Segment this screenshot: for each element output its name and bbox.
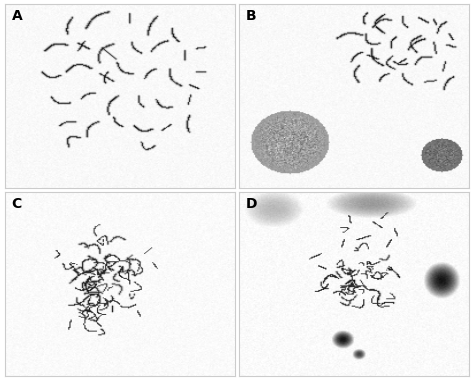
Text: A: A — [12, 10, 22, 23]
Text: B: B — [246, 10, 257, 23]
Text: D: D — [246, 197, 258, 211]
Text: C: C — [12, 197, 22, 211]
